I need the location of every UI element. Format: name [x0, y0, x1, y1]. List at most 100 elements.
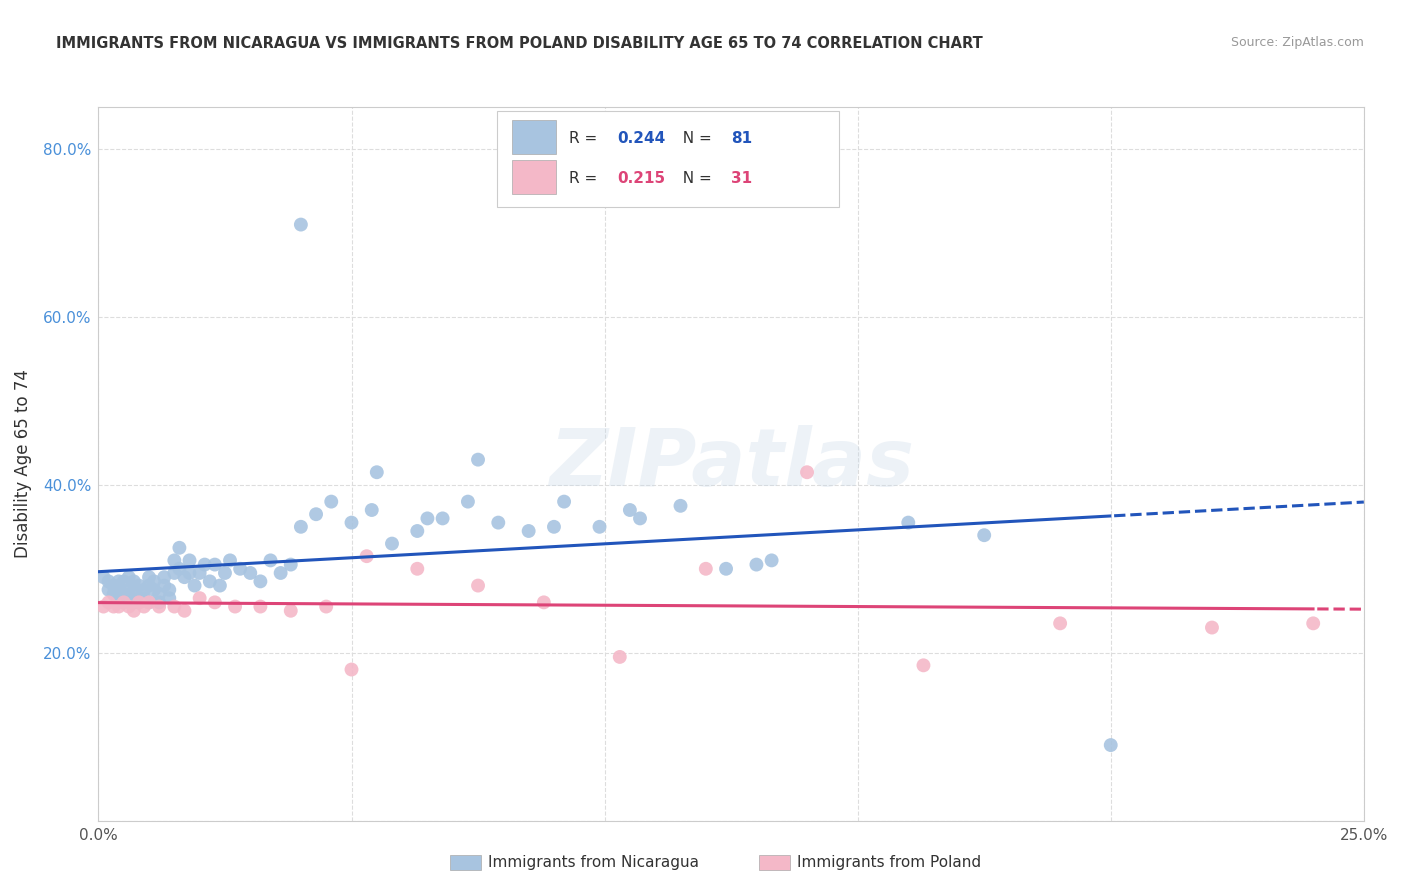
Point: [406, 562, 429, 576]
Point: [219, 553, 242, 567]
Point: [714, 562, 737, 576]
Text: Immigrants from Nicaragua: Immigrants from Nicaragua: [488, 855, 699, 870]
Point: [1099, 738, 1122, 752]
Point: [457, 494, 479, 508]
Point: [360, 503, 382, 517]
Point: [239, 566, 262, 580]
Point: [204, 558, 226, 572]
Point: [118, 582, 141, 597]
Point: [107, 599, 129, 614]
Point: [143, 582, 166, 597]
Text: 0.215: 0.215: [617, 171, 665, 186]
Text: Immigrants from Poland: Immigrants from Poland: [797, 855, 981, 870]
Point: [173, 570, 195, 584]
Point: [153, 570, 176, 584]
Point: [128, 595, 150, 609]
Point: [103, 578, 125, 592]
FancyBboxPatch shape: [498, 111, 838, 207]
Text: ZIPatlas: ZIPatlas: [548, 425, 914, 503]
Point: [486, 516, 509, 530]
Point: [169, 541, 191, 555]
Point: [118, 591, 141, 606]
FancyBboxPatch shape: [512, 160, 557, 194]
Point: [467, 578, 489, 592]
Point: [157, 591, 180, 606]
Text: 31: 31: [731, 171, 752, 186]
Point: [107, 591, 129, 606]
Point: [381, 536, 404, 550]
Point: [112, 595, 135, 609]
Point: [305, 507, 328, 521]
Point: [103, 587, 125, 601]
Point: [432, 511, 454, 525]
Point: [97, 582, 120, 597]
Point: [188, 591, 211, 606]
Text: 81: 81: [731, 131, 752, 146]
Point: [321, 494, 343, 508]
Point: [97, 574, 120, 589]
Point: [169, 562, 191, 576]
Point: [290, 520, 312, 534]
Point: [194, 558, 217, 572]
Point: [406, 524, 429, 538]
Point: [204, 595, 226, 609]
Point: [163, 566, 186, 580]
Point: [163, 553, 186, 567]
Point: [249, 574, 271, 589]
Point: [132, 599, 155, 614]
Point: [198, 574, 221, 589]
Point: [229, 562, 252, 576]
Point: [315, 599, 337, 614]
Point: [93, 570, 115, 584]
Point: [132, 582, 155, 597]
Point: [93, 599, 115, 614]
Point: [179, 566, 201, 580]
Point: [912, 658, 935, 673]
Point: [553, 494, 575, 508]
Text: R =: R =: [569, 131, 602, 146]
Point: [224, 599, 246, 614]
Point: [695, 562, 717, 576]
Point: [366, 465, 388, 479]
Point: [148, 595, 170, 609]
Text: R =: R =: [569, 171, 602, 186]
Point: [143, 574, 166, 589]
Point: [340, 516, 363, 530]
Point: [745, 558, 768, 572]
Text: N =: N =: [673, 171, 717, 186]
Text: IMMIGRANTS FROM NICARAGUA VS IMMIGRANTS FROM POLAND DISABILITY AGE 65 TO 74 CORR: IMMIGRANTS FROM NICARAGUA VS IMMIGRANTS …: [56, 36, 983, 51]
Point: [280, 558, 302, 572]
Point: [138, 595, 160, 609]
Point: [214, 566, 236, 580]
Point: [280, 604, 302, 618]
Point: [270, 566, 292, 580]
Text: Source: ZipAtlas.com: Source: ZipAtlas.com: [1230, 36, 1364, 49]
Point: [138, 578, 160, 592]
Point: [356, 549, 378, 564]
Point: [138, 595, 160, 609]
Point: [609, 649, 631, 664]
Point: [249, 599, 271, 614]
Point: [517, 524, 540, 538]
Point: [669, 499, 692, 513]
Point: [157, 582, 180, 597]
Point: [533, 595, 555, 609]
Point: [467, 452, 489, 467]
Point: [148, 599, 170, 614]
Point: [1201, 621, 1223, 635]
Point: [122, 574, 145, 589]
Point: [138, 570, 160, 584]
Point: [118, 599, 141, 614]
Point: [97, 595, 120, 609]
Point: [122, 582, 145, 597]
Point: [112, 574, 135, 589]
Point: [1302, 616, 1324, 631]
Point: [290, 218, 312, 232]
Point: [107, 574, 129, 589]
Point: [208, 578, 231, 592]
Point: [173, 604, 195, 618]
Point: [340, 663, 363, 677]
Point: [122, 595, 145, 609]
Point: [588, 520, 610, 534]
Point: [118, 570, 141, 584]
